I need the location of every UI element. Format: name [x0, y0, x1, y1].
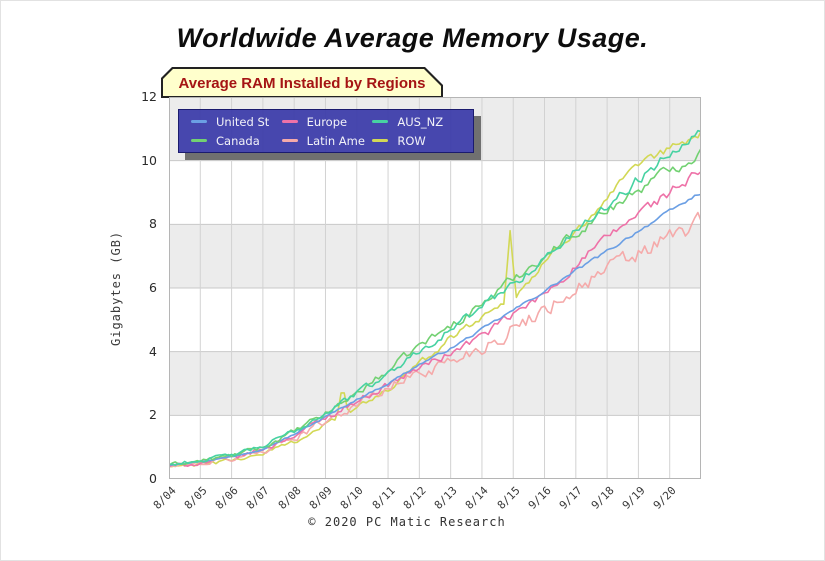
legend-item-aus-nz: AUS_NZ: [372, 114, 463, 129]
legend-label: Canada: [216, 133, 260, 148]
series-line-row: [169, 130, 701, 468]
y-tick-label: 2: [149, 407, 157, 423]
y-tick-label: 4: [149, 343, 157, 359]
x-tick-label: 8/15: [494, 484, 523, 512]
x-tick-label: 9/18: [588, 484, 617, 512]
x-tick-label: 8/14: [463, 484, 492, 512]
chart-legend: United St Canada Europe Latin Ame AUS_NZ ROW: [178, 109, 474, 153]
x-tick-label: 8/10: [338, 484, 366, 512]
legend-label: United St: [216, 114, 270, 129]
plot-band: [169, 224, 701, 288]
legend-item-europe: Europe: [281, 114, 373, 129]
x-tick-label: 8/06: [212, 484, 241, 512]
legend-swatch-icon: [281, 120, 298, 123]
y-tick-label: 12: [141, 89, 157, 104]
series-line-europe: [169, 170, 701, 468]
legend-swatch-icon: [372, 120, 389, 123]
legend-swatch-icon: [281, 139, 298, 142]
x-tick-label: 9/17: [557, 484, 586, 512]
legend-item-united-st: United St: [191, 114, 282, 129]
x-tick-label: 8/08: [275, 484, 304, 512]
chart-title-badge: Average RAM Installed by Regions: [161, 67, 443, 98]
x-tick-label: 8/12: [400, 484, 429, 512]
legend-item-row: ROW: [372, 133, 463, 148]
y-tick-label: 6: [149, 280, 157, 295]
y-tick-label: 8: [149, 216, 157, 232]
plot-border: [169, 97, 701, 479]
legend-item-canada: Canada: [191, 133, 282, 148]
x-tick-label: 8/05: [181, 484, 210, 512]
x-tick-label: 8/09: [306, 484, 335, 512]
page-title: Worldwide Average Memory Usage.: [176, 23, 649, 53]
copyright-caption: © 2020 PC Matic Research: [308, 515, 506, 529]
y-tick-label: 10: [141, 152, 157, 168]
x-tick-label: 8/13: [431, 484, 460, 512]
legend-label: Europe: [306, 114, 348, 129]
series-line-united-st: [169, 193, 701, 466]
series-line-aus-nz: [169, 129, 701, 467]
x-tick-label: 9/19: [619, 484, 648, 512]
legend-swatch-icon: [372, 139, 389, 142]
x-tick-label: 9/20: [650, 484, 679, 512]
series-line-latin-ame: [169, 211, 701, 468]
chart-canvas: [169, 97, 701, 479]
plot-band: [169, 351, 701, 416]
series-line-canada: [169, 147, 701, 467]
legend-item-latin-ame: Latin Ame: [281, 133, 373, 148]
x-tick-label: 9/16: [525, 484, 554, 512]
x-tick-label: 8/11: [369, 484, 398, 512]
legend-swatch-icon: [191, 139, 207, 142]
chart-title-badge-face: Average RAM Installed by Regions: [163, 69, 441, 96]
y-tick-label: 0: [149, 471, 157, 486]
x-tick-label: 8/04: [150, 484, 179, 512]
x-tick-label: 8/07: [244, 484, 273, 512]
legend-swatch-icon: [191, 120, 207, 123]
plot-area: [169, 97, 701, 479]
legend-label: Latin Ame: [306, 133, 365, 148]
legend-label: ROW: [397, 133, 426, 148]
chart-title: Average RAM Installed by Regions: [178, 74, 426, 92]
legend-label: AUS_NZ: [397, 114, 444, 129]
